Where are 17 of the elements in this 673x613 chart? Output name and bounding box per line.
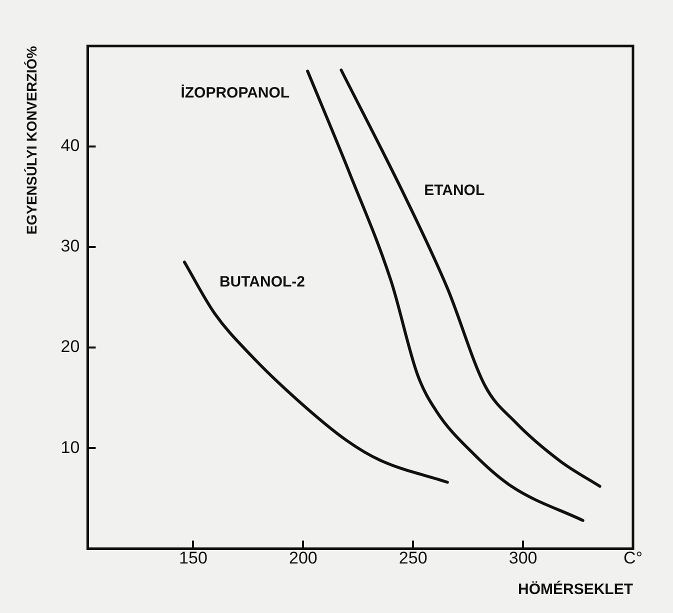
series-label: ETANOL: [424, 182, 485, 199]
x-tick-label: 150: [179, 548, 208, 568]
y-axis-title: EGYENSÚLYI KONVERZIÓ%: [23, 45, 40, 235]
series-label: BUTANOL-2: [219, 273, 305, 290]
y-tick-label: 40: [60, 136, 80, 156]
x-tick-label: C°: [623, 548, 643, 568]
line-series: [306, 70, 584, 522]
x-tick-label: 250: [398, 548, 428, 568]
series-label: İZOPROPANOL: [180, 84, 290, 102]
y-tick-label: 30: [60, 236, 80, 256]
line-series: [182, 260, 449, 484]
x-axis-title: HÖMÉRSEKLET: [518, 580, 633, 598]
y-tick-label: 10: [60, 438, 80, 457]
x-tick-label: 200: [289, 548, 318, 568]
y-tick-label: 20: [60, 337, 80, 356]
line-series: [340, 68, 602, 488]
x-tick-label: 300: [508, 548, 538, 568]
